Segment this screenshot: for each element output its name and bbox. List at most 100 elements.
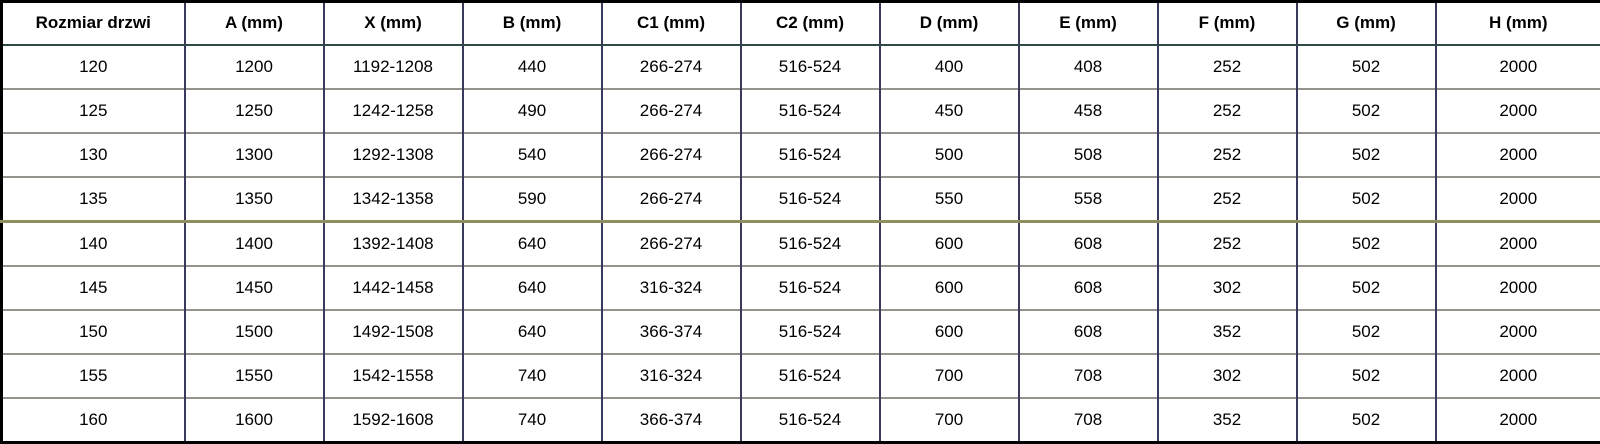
column-header: H (mm): [1434, 1, 1600, 46]
table-cell: 516-524: [739, 43, 881, 89]
table-cell: 550: [878, 176, 1020, 222]
table-cell: 316-324: [600, 353, 742, 399]
table-cell: 450: [878, 87, 1020, 133]
table-cell: 502: [1295, 264, 1437, 310]
table-cell: 252: [1156, 219, 1298, 266]
table-cell: 140: [0, 219, 186, 266]
column-header: Rozmiar drzwi: [0, 1, 186, 46]
column-header: G (mm): [1295, 1, 1437, 46]
table-cell: 516-524: [739, 353, 881, 399]
table-cell: 516-524: [739, 264, 881, 310]
table-cell: 352: [1156, 397, 1298, 443]
table-cell: 125: [0, 87, 186, 133]
table-cell: 266-274: [600, 43, 742, 89]
table-cell: 600: [878, 219, 1020, 266]
table-row: 130 1300 1292-1308 540 266-274 516-524 500 508 2…: [0, 131, 1600, 178]
table-cell: 590: [461, 176, 603, 222]
table-cell: 408: [1017, 43, 1159, 89]
table-cell: 266-274: [600, 219, 742, 266]
column-header: X (mm): [322, 1, 464, 46]
table-cell: 252: [1156, 131, 1298, 178]
table-cell: 502: [1295, 176, 1437, 222]
table-cell: 1250: [183, 87, 325, 133]
table-cell: 1492-1508: [322, 308, 464, 355]
table-cell: 2000: [1434, 43, 1600, 89]
table-cell: 490: [461, 87, 603, 133]
table-cell: 640: [461, 264, 603, 310]
table-cell: 400: [878, 43, 1020, 89]
table-cell: 502: [1295, 219, 1437, 266]
table-cell: 366-374: [600, 308, 742, 355]
table-cell: 558: [1017, 176, 1159, 222]
table-cell: 608: [1017, 308, 1159, 355]
table-cell: 1292-1308: [322, 131, 464, 178]
table-cell: 640: [461, 219, 603, 266]
table-cell: 352: [1156, 308, 1298, 355]
table-cell: 708: [1017, 353, 1159, 399]
table-cell: 155: [0, 353, 186, 399]
table-cell: 1450: [183, 264, 325, 310]
column-header: A (mm): [183, 1, 325, 46]
table-cell: 608: [1017, 219, 1159, 266]
table-cell: 700: [878, 353, 1020, 399]
table-row: 135 1350 1342-1358 590 266-274 516-524 550 558 2…: [0, 176, 1600, 222]
table-cell: 145: [0, 264, 186, 310]
table-cell: 2000: [1434, 397, 1600, 443]
table-cell: 150: [0, 308, 186, 355]
table-row: 145 1450 1442-1458 640 316-324 516-524 600 608 3…: [0, 264, 1600, 310]
table-cell: 366-374: [600, 397, 742, 443]
table-cell: 516-524: [739, 308, 881, 355]
table-cell: 135: [0, 176, 186, 222]
table-cell: 740: [461, 353, 603, 399]
column-header: B (mm): [461, 1, 603, 46]
table-cell: 502: [1295, 87, 1437, 133]
table-cell: 516-524: [739, 131, 881, 178]
table-cell: 516-524: [739, 219, 881, 266]
table-cell: 2000: [1434, 353, 1600, 399]
column-header: D (mm): [878, 1, 1020, 46]
table-cell: 2000: [1434, 87, 1600, 133]
table-cell: 1600: [183, 397, 325, 443]
column-header: C2 (mm): [739, 1, 881, 46]
table-cell: 302: [1156, 264, 1298, 310]
column-header: C1 (mm): [600, 1, 742, 46]
table-cell: 2000: [1434, 264, 1600, 310]
table-row: 155 1550 1542-1558 740 316-324 516-524 700 708 3…: [0, 353, 1600, 399]
table-cell: 500: [878, 131, 1020, 178]
table-cell: 120: [0, 43, 186, 89]
table-cell: 608: [1017, 264, 1159, 310]
table-cell: 540: [461, 131, 603, 178]
table-cell: 130: [0, 131, 186, 178]
table-row: 150 1500 1492-1508 640 366-374 516-524 600 608 3…: [0, 308, 1600, 355]
table-cell: 252: [1156, 176, 1298, 222]
table-header: Rozmiar drzwi A (mm) X (mm) B (mm) C1 (mm) C2…: [0, 1, 1600, 46]
table-row: 160 1600 1592-1608 740 366-374 516-524 700 708 3…: [0, 397, 1600, 443]
table-cell: 502: [1295, 353, 1437, 399]
table-cell: 316-324: [600, 264, 742, 310]
table-cell: 740: [461, 397, 603, 443]
table-cell: 640: [461, 308, 603, 355]
table-row: 120 1200 1192-1208 440 266-274 516-524 400 408 2…: [0, 43, 1600, 89]
table-cell: 1592-1608: [322, 397, 464, 443]
table-cell: 502: [1295, 43, 1437, 89]
table-cell: 1242-1258: [322, 87, 464, 133]
table-cell: 160: [0, 397, 186, 443]
table-cell: 1200: [183, 43, 325, 89]
table-cell: 1400: [183, 219, 325, 266]
table-cell: 266-274: [600, 176, 742, 222]
table-cell: 516-524: [739, 87, 881, 133]
table-cell: 266-274: [600, 131, 742, 178]
table-cell: 1542-1558: [322, 353, 464, 399]
table-cell: 600: [878, 264, 1020, 310]
table-cell: 502: [1295, 397, 1437, 443]
column-header: F (mm): [1156, 1, 1298, 46]
table-cell: 302: [1156, 353, 1298, 399]
table-cell: 700: [878, 397, 1020, 443]
table-cell: 2000: [1434, 219, 1600, 266]
table-cell: 502: [1295, 131, 1437, 178]
table-cell: 1550: [183, 353, 325, 399]
table-cell: 2000: [1434, 176, 1600, 222]
table-body: 120 1200 1192-1208 440 266-274 516-524 400 408 2…: [0, 43, 1600, 443]
